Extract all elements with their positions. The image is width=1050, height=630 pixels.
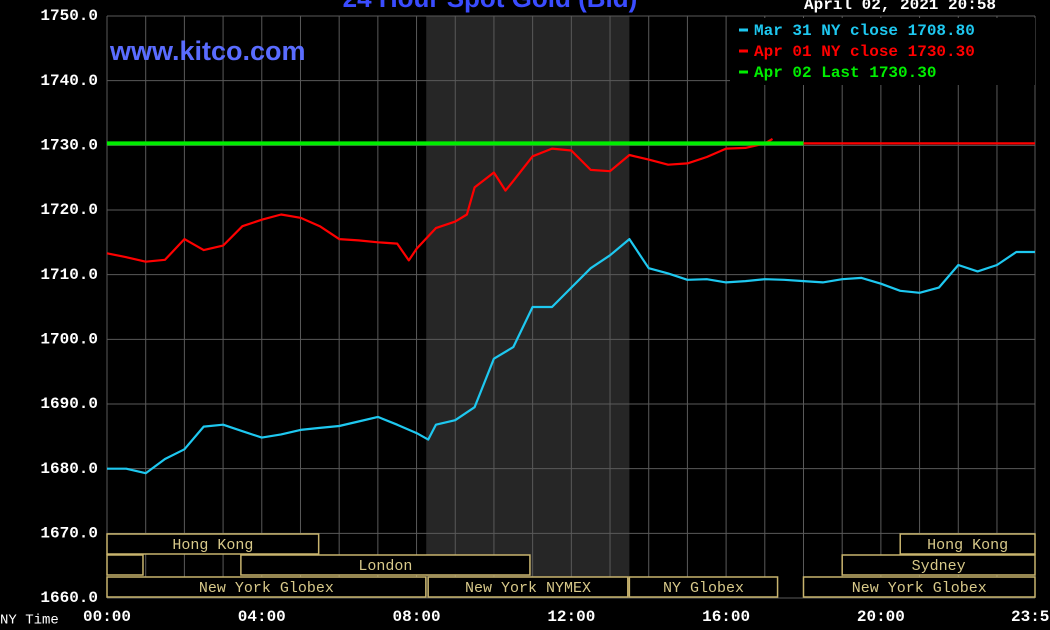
session-box bbox=[802, 576, 1036, 598]
y-tick-label: 1730.0 bbox=[40, 137, 98, 155]
y-tick-label: 1700.0 bbox=[40, 331, 98, 349]
session-box bbox=[106, 533, 320, 555]
session-box bbox=[106, 576, 427, 598]
x-tick-label: 08:00 bbox=[393, 608, 441, 626]
session-box bbox=[899, 533, 1036, 555]
session-label: NY Globex bbox=[663, 580, 744, 597]
session-label: London bbox=[358, 558, 412, 575]
x-axis-label: NY Time bbox=[0, 613, 59, 629]
x-tick-label: 23:59 bbox=[1011, 608, 1050, 626]
session-box bbox=[427, 576, 629, 598]
y-tick-label: 1670.0 bbox=[40, 525, 98, 543]
session-label: Sydney bbox=[912, 558, 966, 575]
price-line bbox=[106, 137, 774, 263]
y-tick-label: 1690.0 bbox=[40, 395, 98, 413]
session-label: Hong Kong bbox=[172, 537, 253, 554]
shaded-period bbox=[426, 16, 630, 598]
legend-label: Apr 02 Last 1730.30 bbox=[754, 64, 936, 82]
legend-label: Apr 01 NY close 1730.30 bbox=[754, 43, 975, 61]
session-box bbox=[106, 554, 144, 576]
chart-subtitle: April 02, 2021 20:58 bbox=[804, 0, 996, 14]
chart-title: 24 Hour Spot Gold (Bid) bbox=[343, 0, 638, 13]
legend-box bbox=[730, 18, 1035, 85]
x-tick-label: 20:00 bbox=[857, 608, 905, 626]
session-box bbox=[628, 576, 779, 598]
legend-label: Mar 31 NY close 1708.80 bbox=[754, 22, 975, 40]
session-label: Hong Kong bbox=[927, 537, 1008, 554]
session-box bbox=[841, 554, 1036, 576]
x-tick-label: 12:00 bbox=[547, 608, 595, 626]
session-label: New York Globex bbox=[852, 580, 987, 597]
y-tick-label: 1710.0 bbox=[40, 266, 98, 284]
y-tick-label: 1720.0 bbox=[40, 201, 98, 219]
watermark: www.kitco.com bbox=[109, 36, 306, 66]
y-tick-label: 1660.0 bbox=[40, 589, 98, 607]
x-tick-label: 04:00 bbox=[238, 608, 286, 626]
session-label: New York NYMEX bbox=[465, 580, 591, 597]
y-tick-label: 1740.0 bbox=[40, 72, 98, 90]
y-tick-label: 1750.0 bbox=[40, 7, 98, 25]
price-line bbox=[107, 238, 1035, 475]
y-tick-label: 1680.0 bbox=[40, 460, 98, 478]
session-box bbox=[240, 554, 531, 576]
x-tick-label: 00:00 bbox=[83, 608, 131, 626]
session-label: New York Globex bbox=[199, 580, 334, 597]
x-tick-label: 16:00 bbox=[702, 608, 750, 626]
